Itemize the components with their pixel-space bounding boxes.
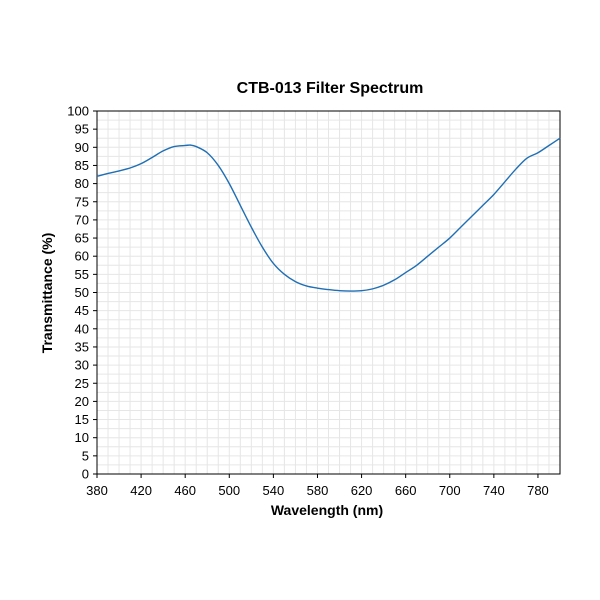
y-tick-label: 50 xyxy=(75,285,89,300)
y-tick-label: 20 xyxy=(75,394,89,409)
y-tick-label: 70 xyxy=(75,212,89,227)
y-tick-label: 10 xyxy=(75,430,89,445)
x-tick-label: 460 xyxy=(174,483,196,498)
y-axis-title: Transmittance (%) xyxy=(39,233,55,354)
x-tick-label: 700 xyxy=(439,483,461,498)
y-tick-label: 0 xyxy=(82,467,89,482)
x-axis-title: Wavelength (nm) xyxy=(271,502,383,518)
y-tick-label: 15 xyxy=(75,412,89,427)
y-tick-label: 35 xyxy=(75,339,89,354)
x-tick-label: 380 xyxy=(86,483,108,498)
y-tick-label: 85 xyxy=(75,158,89,173)
y-tick-label: 80 xyxy=(75,176,89,191)
series-line xyxy=(96,137,561,292)
x-tick-label: 620 xyxy=(351,483,373,498)
y-tick-label: 95 xyxy=(75,122,89,137)
x-tick-label: 420 xyxy=(130,483,152,498)
y-tick-label: 5 xyxy=(82,448,89,463)
x-tick-label: 740 xyxy=(483,483,505,498)
y-tick-label: 40 xyxy=(75,321,89,336)
chart-title: CTB-013 Filter Spectrum xyxy=(237,80,424,97)
y-tick-label: 55 xyxy=(75,267,89,282)
grid-lines xyxy=(96,110,561,475)
y-tick-label: 75 xyxy=(75,194,89,209)
y-axis-ticks: 0 5 10 15 20 25 30 35 40 45 50 55 60 65 70 75 80 85 90 95 10… xyxy=(67,104,97,482)
x-axis-ticks: 380 420 460 500 540 580 620 660 700 740 780 xyxy=(86,474,549,498)
y-tick-label: 45 xyxy=(75,303,89,318)
x-tick-label: 780 xyxy=(527,483,549,498)
y-tick-label: 100 xyxy=(67,104,89,119)
y-tick-label: 60 xyxy=(75,249,89,264)
x-tick-label: 500 xyxy=(218,483,240,498)
y-tick-label: 25 xyxy=(75,376,89,391)
x-tick-label: 580 xyxy=(307,483,329,498)
y-tick-label: 90 xyxy=(75,140,89,155)
y-tick-label: 30 xyxy=(75,358,89,373)
x-tick-label: 660 xyxy=(395,483,417,498)
y-tick-label: 65 xyxy=(75,231,89,246)
x-tick-label: 540 xyxy=(263,483,285,498)
